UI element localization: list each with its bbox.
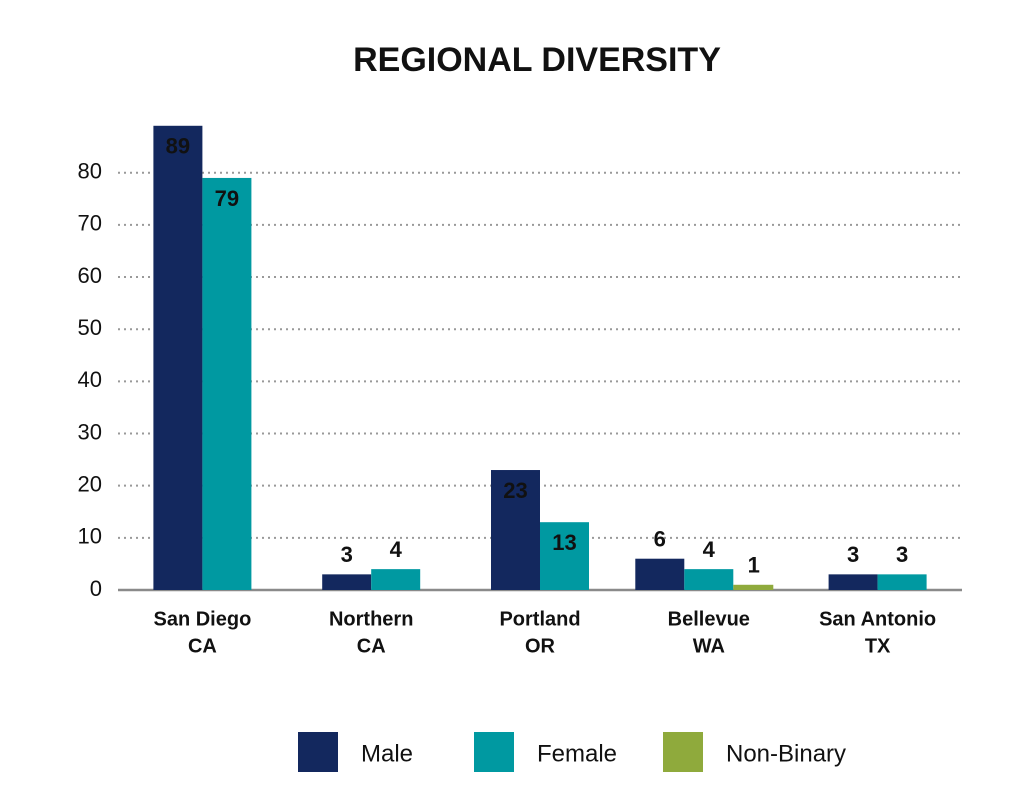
x-tick-label: WA xyxy=(693,635,725,657)
x-tick-label: TX xyxy=(865,635,891,657)
x-tick-label: CA xyxy=(357,635,386,657)
bar xyxy=(202,177,252,590)
legend-label: Non-Binary xyxy=(726,740,846,767)
y-tick-label: 60 xyxy=(78,263,102,288)
x-tick-label: CA xyxy=(188,635,217,657)
data-label: 6 xyxy=(654,527,666,552)
data-label: 4 xyxy=(390,537,403,562)
bar xyxy=(371,569,421,590)
legend-swatch xyxy=(663,732,703,772)
chart-title: REGIONAL DIVERSITY xyxy=(353,41,721,79)
y-tick-label: 40 xyxy=(78,367,102,392)
y-tick-label: 30 xyxy=(78,419,102,444)
x-tick-label: San Antonio xyxy=(819,608,936,630)
x-tick-label: Bellevue xyxy=(668,608,750,630)
data-label: 89 xyxy=(166,134,190,159)
x-tick-label: San Diego xyxy=(154,608,252,630)
bar xyxy=(877,574,927,590)
bar xyxy=(828,574,878,590)
y-tick-label: 0 xyxy=(90,576,102,601)
bar xyxy=(684,569,734,590)
data-label: 13 xyxy=(552,530,576,555)
bar xyxy=(491,470,540,590)
x-tick-label: Northern xyxy=(329,608,413,630)
bar xyxy=(540,522,589,590)
y-tick-label: 80 xyxy=(78,159,102,184)
legend-swatch xyxy=(298,732,338,772)
y-tick-label: 70 xyxy=(78,211,102,236)
data-label: 3 xyxy=(341,542,353,567)
legend-label: Male xyxy=(361,740,413,767)
data-label: 1 xyxy=(748,553,760,578)
data-label: 3 xyxy=(896,542,908,567)
y-tick-label: 10 xyxy=(78,524,102,549)
x-tick-label: OR xyxy=(525,635,556,657)
legend-label: Female xyxy=(537,740,617,767)
data-label: 23 xyxy=(503,478,527,503)
bar xyxy=(635,558,685,590)
data-label: 4 xyxy=(703,537,716,562)
bar xyxy=(322,574,372,590)
y-tick-label: 50 xyxy=(78,315,102,340)
bar xyxy=(153,125,203,590)
x-tick-label: Portland xyxy=(499,608,580,630)
data-label: 3 xyxy=(847,542,859,567)
data-label: 79 xyxy=(215,186,239,211)
y-tick-label: 20 xyxy=(78,471,102,496)
legend-swatch xyxy=(474,732,514,772)
bar xyxy=(733,584,774,590)
